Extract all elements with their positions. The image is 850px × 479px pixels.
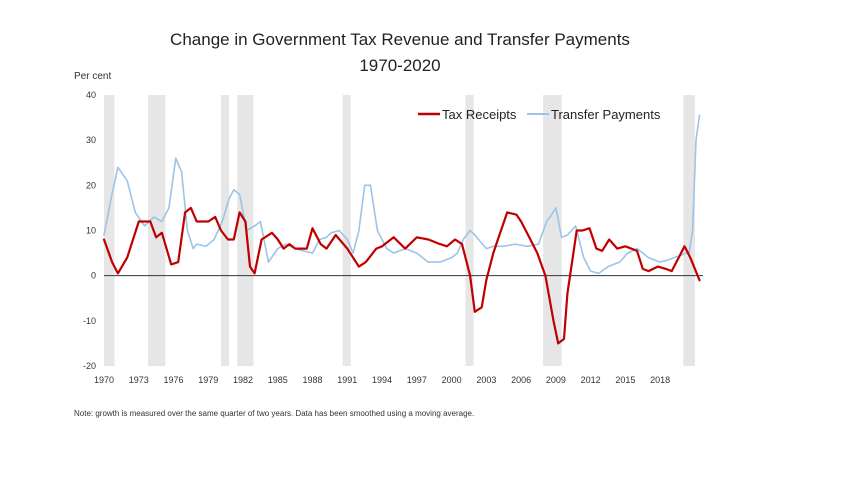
x-tick-label: 2009 (546, 375, 566, 385)
x-tick-label: 2015 (615, 375, 635, 385)
y-tick-label: -20 (83, 361, 96, 371)
y-tick-label: 10 (86, 226, 96, 236)
x-tick-label: 2012 (581, 375, 601, 385)
legend-label-tax: Tax Receipts (442, 107, 517, 122)
chart-note: Note: growth is measured over the same q… (74, 409, 475, 418)
y-tick-label: 30 (86, 135, 96, 145)
y-tick-label: 20 (86, 180, 96, 190)
x-tick-label: 1985 (268, 375, 288, 385)
x-tick-label: 1970 (94, 375, 114, 385)
x-tick-label: 1994 (372, 375, 392, 385)
x-tick-label: 2000 (442, 375, 462, 385)
x-tick-label: 1997 (407, 375, 427, 385)
x-tick-label: 2003 (476, 375, 496, 385)
axes: -20 -10 0 10 20 30 40 1970 1973 1976 1979 1982 1985 1… (83, 90, 703, 385)
series-line-transfer-payments (103, 114, 701, 275)
legend: Tax Receipts Transfer Payments (418, 107, 661, 122)
series-line-tax-receipts (102, 206, 701, 345)
x-tick-label: 1988 (303, 375, 323, 385)
y-tick-label: 0 (91, 271, 96, 281)
y-tick-label: -10 (83, 316, 96, 326)
x-tick-label: 2018 (650, 375, 670, 385)
x-tick-label: 1976 (164, 375, 184, 385)
y-tick-label: 40 (86, 90, 96, 100)
recession-bands (104, 95, 695, 366)
x-tick-label: 1982 (233, 375, 253, 385)
y-axis-label: Per cent (74, 71, 112, 82)
x-tick-label: 2006 (511, 375, 531, 385)
recession-band-7 (683, 95, 695, 366)
recession-band-2 (221, 95, 230, 366)
x-tick-label: 1979 (198, 375, 218, 385)
recession-band-0 (104, 95, 115, 366)
recession-band-1 (148, 95, 166, 366)
x-tick-label: 1991 (337, 375, 357, 385)
recession-band-6 (543, 95, 562, 366)
series-lines (102, 114, 701, 345)
chart-title-line2: 1970-2020 (359, 56, 441, 75)
chart-title-line1: Change in Government Tax Revenue and Tra… (170, 30, 630, 49)
recession-band-4 (342, 95, 351, 366)
legend-label-transfer: Transfer Payments (551, 107, 661, 122)
x-tick-label: 1973 (129, 375, 149, 385)
